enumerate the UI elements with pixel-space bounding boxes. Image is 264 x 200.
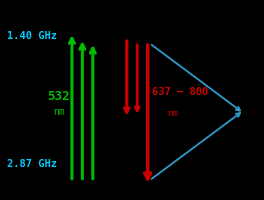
Text: 532: 532 <box>48 90 70 103</box>
Text: 2.87 GHz: 2.87 GHz <box>7 159 56 169</box>
Text: nm: nm <box>167 109 178 118</box>
Text: 1.40 GHz: 1.40 GHz <box>7 31 56 41</box>
Text: nm: nm <box>53 107 65 117</box>
Text: 637 – 800: 637 – 800 <box>152 87 208 97</box>
